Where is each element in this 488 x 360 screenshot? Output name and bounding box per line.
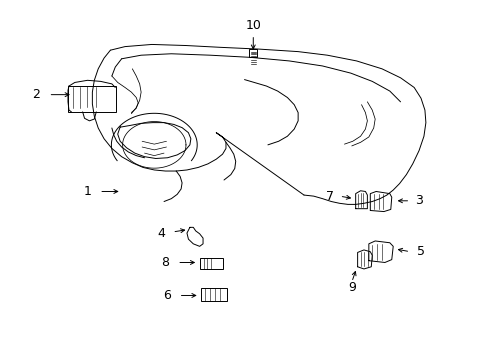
Text: 7: 7 (325, 190, 333, 203)
Text: 8: 8 (161, 256, 169, 269)
Text: 4: 4 (157, 226, 165, 239)
Text: 5: 5 (416, 245, 424, 258)
Bar (249, 49, 257, 57)
Text: 10: 10 (245, 19, 261, 32)
Text: 3: 3 (414, 194, 422, 207)
Bar (68, 86, 116, 112)
Text: 2: 2 (32, 88, 40, 101)
Text: 9: 9 (347, 281, 355, 294)
Bar (200, 288, 227, 301)
Text: 6: 6 (163, 289, 171, 302)
Text: 1: 1 (83, 185, 91, 198)
Bar (199, 258, 223, 269)
